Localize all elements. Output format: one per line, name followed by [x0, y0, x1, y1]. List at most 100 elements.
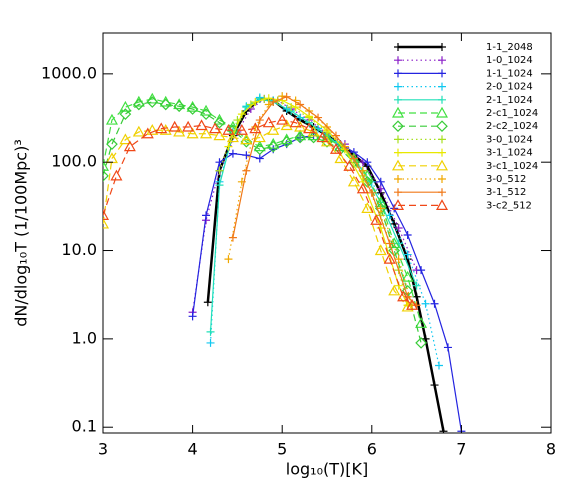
legend-label: 2-0_1024 — [486, 82, 533, 93]
marker — [331, 131, 340, 140]
legend-label: 2-c1_1024 — [486, 108, 538, 119]
marker — [182, 120, 195, 132]
marker — [224, 255, 233, 264]
marker — [240, 133, 253, 145]
marker — [103, 159, 110, 171]
marker — [253, 143, 266, 156]
marker — [242, 166, 251, 175]
marker — [255, 116, 264, 125]
marker — [303, 122, 316, 134]
marker — [119, 133, 132, 145]
marker — [394, 95, 402, 104]
marker — [155, 122, 168, 134]
marker — [291, 103, 300, 112]
marker — [132, 125, 145, 137]
marker — [394, 43, 402, 51]
marker — [168, 120, 181, 132]
marker — [438, 69, 446, 78]
y-tick-label: 1.0 — [72, 328, 97, 347]
marker — [146, 96, 159, 108]
legend-label: 3-0_1024 — [486, 134, 533, 145]
marker — [289, 116, 302, 128]
marker — [249, 122, 262, 134]
marker — [391, 199, 405, 210]
marker — [246, 100, 255, 109]
y-tick-label: 100.0 — [51, 152, 97, 171]
marker — [430, 299, 439, 308]
x-axis-label: log₁₀(T)[K] — [286, 460, 368, 479]
y-tick-label: 10.0 — [61, 240, 97, 259]
marker — [394, 255, 403, 264]
marker — [228, 149, 237, 158]
plot-area — [103, 92, 466, 433]
marker — [435, 361, 443, 370]
marker — [438, 148, 446, 157]
marker — [356, 182, 369, 194]
marker — [159, 98, 172, 111]
marker — [438, 175, 446, 183]
marker — [255, 154, 264, 163]
marker — [391, 106, 405, 118]
marker — [430, 381, 439, 390]
marker — [316, 131, 329, 143]
legend-label: 3-1_512 — [486, 187, 526, 198]
marker — [376, 223, 385, 232]
marker — [119, 108, 132, 120]
marker — [262, 116, 275, 128]
marker — [388, 284, 401, 296]
marker — [349, 154, 358, 163]
marker — [363, 158, 372, 167]
x-tick-label: 7 — [456, 440, 466, 459]
marker — [200, 104, 213, 116]
marker — [383, 252, 396, 264]
legend-label: 1-1_1024 — [486, 68, 533, 79]
marker — [394, 175, 402, 183]
marker — [186, 127, 199, 139]
marker — [200, 127, 213, 139]
marker — [417, 266, 426, 275]
marker — [132, 98, 145, 111]
marker — [141, 127, 154, 139]
marker — [203, 298, 212, 307]
marker — [307, 125, 320, 137]
marker — [401, 300, 414, 312]
marker — [146, 123, 159, 135]
marker — [343, 159, 356, 171]
legend-label: 3-c2_512 — [486, 200, 532, 211]
legend-label: 3-1_1024 — [486, 148, 533, 159]
marker — [438, 56, 446, 65]
marker — [401, 270, 414, 282]
marker — [436, 120, 448, 133]
y-axis-label: dN/dlog₁₀T (1/100Mpc)³ — [12, 139, 31, 327]
marker — [213, 116, 226, 129]
marker — [374, 244, 387, 256]
series-line — [192, 134, 462, 432]
marker — [103, 170, 109, 182]
marker — [394, 56, 402, 65]
marker — [421, 334, 430, 343]
series-line — [103, 119, 413, 306]
y-tick-label: 0.1 — [72, 417, 97, 436]
marker — [251, 98, 260, 107]
marker — [415, 317, 428, 328]
marker — [208, 122, 222, 134]
series-line — [103, 124, 409, 308]
legend-label: 1-0_1024 — [486, 55, 533, 66]
marker — [394, 148, 402, 157]
marker — [294, 131, 306, 144]
marker — [367, 188, 376, 197]
marker — [237, 110, 246, 119]
marker — [347, 175, 360, 187]
marker — [385, 211, 394, 220]
series-line — [103, 98, 422, 324]
marker — [435, 159, 449, 171]
marker — [376, 184, 385, 193]
marker — [403, 230, 412, 239]
marker — [215, 158, 224, 167]
series-line — [103, 101, 422, 344]
marker — [173, 100, 186, 113]
marker — [394, 223, 403, 232]
legend-label: 2-1_1024 — [486, 95, 533, 106]
marker — [215, 181, 224, 190]
